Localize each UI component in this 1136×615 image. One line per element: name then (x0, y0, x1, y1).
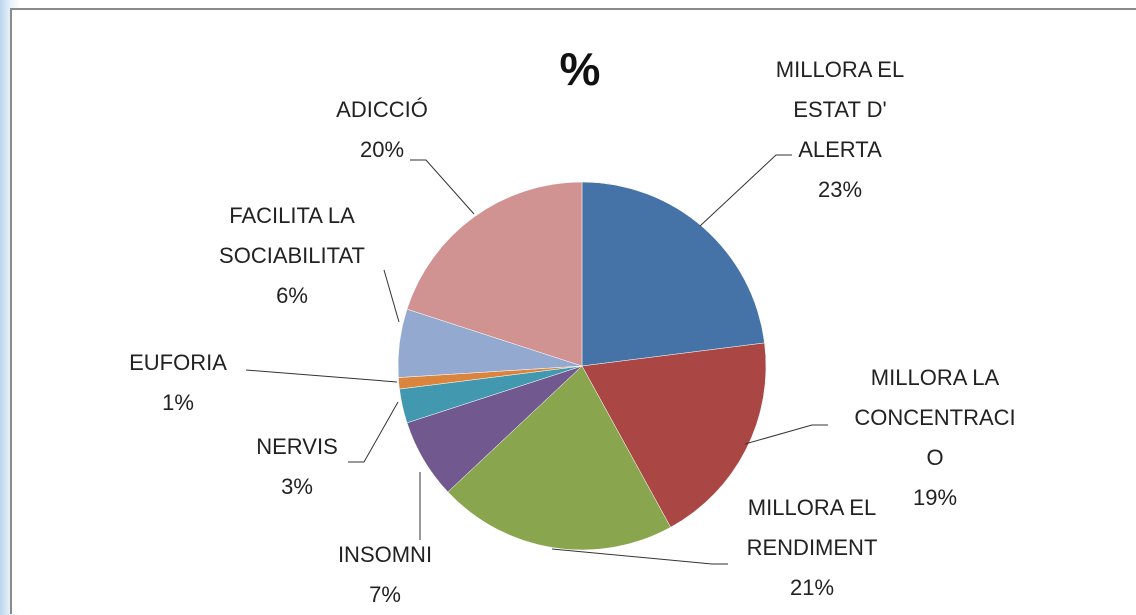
value-label: 19% (912, 485, 958, 510)
pie-slice (581, 181, 765, 367)
leader-line (744, 424, 828, 445)
leader-line (245, 369, 398, 383)
value-label: 7% (369, 582, 401, 607)
pie-slice (447, 365, 671, 551)
category-label: MILLORA LA CONCENTRACI O (854, 365, 1016, 470)
slice-label: MILLORA EL RENDIMENT 21% (692, 488, 932, 608)
leader-line (348, 401, 399, 463)
value-label: 1% (162, 390, 194, 415)
slice-label: INSOMNI 7% (265, 535, 505, 615)
leader-line (699, 154, 792, 227)
category-label: EUFORIA (129, 350, 227, 375)
slice-label: FACILITA LA SOCIABILITAT 6% (172, 196, 412, 316)
leader-line (383, 269, 400, 323)
value-label: 3% (281, 474, 313, 499)
value-label: 6% (276, 283, 308, 308)
slice-label: ADICCIÓ 20% (262, 90, 502, 170)
slice-label: NERVIS 3% (177, 427, 417, 507)
slice-label: MILLORA EL ESTAT D' ALERTA 23% (720, 50, 960, 210)
value-label: 20% (359, 137, 405, 162)
value-label: 23% (817, 177, 863, 202)
category-label: MILLORA EL RENDIMENT (746, 495, 878, 560)
value-label: 21% (789, 575, 835, 600)
slice-label: EUFORIA 1% (58, 343, 298, 423)
pie-slice (406, 181, 583, 367)
category-label: FACILITA LA SOCIABILITAT (219, 203, 365, 268)
category-label: MILLORA EL ESTAT D' ALERTA (775, 57, 905, 162)
chart-title: % (559, 43, 601, 95)
category-label: INSOMNI (337, 542, 433, 567)
category-label: ADICCIÓ (336, 97, 428, 122)
category-label: NERVIS (256, 434, 338, 459)
slice-label: MILLORA LA CONCENTRACI O 19% (815, 358, 1055, 518)
leader-line (551, 548, 728, 565)
leader-line (410, 159, 475, 215)
pie-slice (581, 342, 767, 528)
